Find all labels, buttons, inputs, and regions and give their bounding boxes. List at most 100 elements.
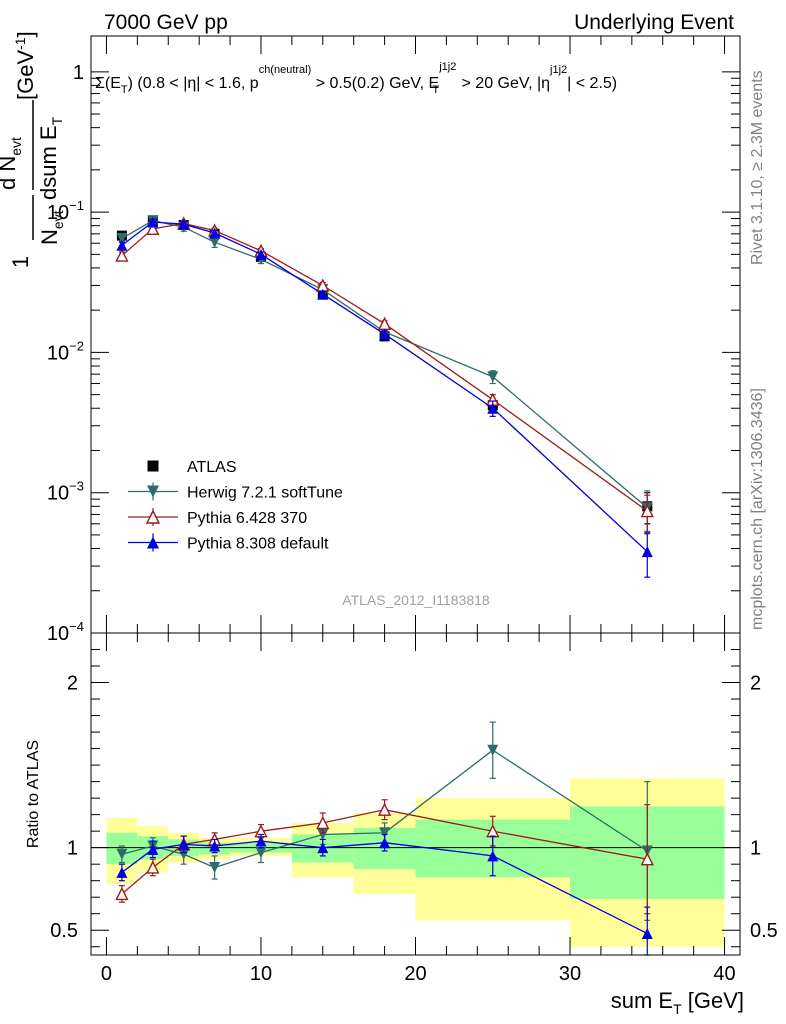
data-point-pythia8 (147, 843, 159, 855)
legend: ATLAS Herwig 7.2.1 softTune Pythia 6.428 3… (128, 459, 343, 553)
data-point-pythia8 (255, 248, 267, 260)
title-part-3: > 0.5(0.2) GeV, E (311, 75, 439, 92)
xlabel-unit: [GeV] (682, 988, 744, 1013)
xlabel-sub: T (673, 1001, 682, 1017)
main-ylabel: 1 Nevt d Nevt dsum ET [GeV-1] (0, 31, 66, 268)
legend-entry-herwig: Herwig 7.2.1 softTune (128, 482, 343, 502)
y-tick-label: 10−1 (47, 198, 84, 224)
ylabel-numerator: d Nevt (0, 137, 24, 190)
title-sup-3: j1j2 (438, 61, 456, 73)
data-point-pythia8 (317, 288, 329, 300)
legend-entry-atlas: ATLAS (147, 459, 237, 476)
ratio-panel: 0.5 0.51 12 20 10 20 30 40 Ratio to ATLAS sum E… (25, 632, 778, 1017)
title-sub-1: T (121, 84, 128, 96)
y-tick-label: 10−3 (47, 479, 84, 505)
y-tick-label-base: 10 (47, 342, 69, 364)
legend-marker-atlas (147, 460, 159, 472)
data-point-herwig (209, 236, 221, 248)
data-point-herwig (487, 371, 499, 383)
data-point-herwig (209, 861, 221, 873)
ratio-axis-ticks: 0.5 0.51 12 20 10 20 30 40 (50, 633, 778, 985)
legend-label-atlas: ATLAS (187, 459, 237, 476)
data-point-pythia6 (115, 248, 129, 262)
title-part-2: ) (0.8 < |η| < 1.6, p (128, 75, 259, 92)
main-marks (115, 215, 654, 578)
ylabel-unit: [GeV-1] (12, 31, 38, 100)
y-tick-label-base: 1 (73, 62, 84, 84)
ylabel-dnevt: d N (0, 156, 20, 190)
title-part-1: Σ(E (95, 75, 121, 92)
ylabel-unit-end: ] (13, 31, 38, 37)
legend-label-pythia6: Pythia 6.428 370 (187, 510, 307, 527)
data-point-pythia8 (178, 838, 190, 850)
ylabel-dsum: dsum ET (36, 116, 65, 200)
header-left: 7000 GeV pp (104, 11, 228, 34)
y-tick-label: 1 (73, 62, 84, 84)
y-tick-label-base: 10 (47, 623, 69, 645)
data-point-herwig (317, 828, 329, 840)
ylabel-nevt-sub: evt (50, 210, 66, 229)
title-part-5: | < 2.5) (567, 75, 617, 92)
data-point-pythia6 (146, 860, 160, 874)
main-title: Σ(ET) (0.8 < |η| < 1.6, pch(neutral) > 0… (95, 61, 617, 96)
y-tick-label-exponent: −4 (69, 619, 84, 634)
side-text-top: Rivet 3.1.10, ≥ 2.3M events (749, 70, 766, 265)
data-point-pythia6 (316, 815, 330, 830)
legend-label-herwig: Herwig 7.2.1 softTune (187, 485, 343, 502)
ylabel-unit-text: [GeV (13, 50, 38, 100)
data-point-pythia8 (487, 850, 499, 862)
ylabel-one: 1 (8, 256, 33, 268)
series-pythia8-ratio (116, 833, 653, 956)
y-tick-label: 10−2 (47, 338, 84, 364)
title-sup-5: j1j2 (549, 64, 567, 76)
x-axis-label: sum ET [GeV] (611, 988, 744, 1017)
data-point-pythia8 (641, 928, 653, 940)
y-tick-label-exponent: −1 (69, 198, 84, 213)
analysis-watermark: ATLAS_2012_I1183818 (342, 592, 490, 608)
xlabel-main: sum E (611, 988, 673, 1013)
ratio-y-tick-label-right: 2 (750, 673, 761, 695)
legend-entry-pythia6: Pythia 6.428 370 (128, 508, 307, 527)
legend-entry-pythia8: Pythia 8.308 default (128, 533, 329, 553)
ylabel-denominator: Nevt (37, 210, 66, 245)
ylabel-nevt: N (37, 229, 62, 245)
data-point-herwig (255, 847, 267, 859)
ratio-ylabel: Ratio to ATLAS (25, 740, 42, 848)
title-part-4: > 20 GeV, |η (457, 75, 550, 92)
legend-marker-pythia8 (147, 536, 159, 549)
header-right: Underlying Event (574, 11, 734, 34)
y-tick-label-base: 10 (47, 483, 69, 505)
title-sub-4: T (432, 84, 439, 96)
ylabel-unit-sup: -1 (12, 37, 28, 50)
data-point-pythia8 (116, 866, 128, 878)
data-point-pythia6 (146, 221, 160, 236)
legend-marker-herwig (147, 485, 159, 498)
data-point-herwig (116, 848, 128, 860)
ylabel-dnevt-sub: evt (8, 137, 24, 156)
title-sup-2: ch(neutral) (259, 64, 312, 76)
data-point-pythia6 (377, 802, 392, 816)
ratio-y-tick-label-right: 1 (750, 838, 761, 860)
data-point-herwig (487, 744, 499, 756)
side-text-bottom: mcplots.cern.ch [arXiv:1306.3436] (749, 388, 766, 630)
y-tick-label-exponent: −3 (69, 479, 84, 494)
series-pythia8-main (116, 216, 653, 578)
data-point-herwig (116, 232, 128, 244)
x-tick-label: 0 (101, 963, 112, 985)
y-tick-label-base: 10 (47, 202, 69, 224)
data-point-pythia8 (147, 216, 159, 228)
ratio-y-tick-label-left: 2 (67, 673, 78, 695)
ratio-y-tick-label-right: 0.5 (750, 920, 778, 942)
data-point-pythia6 (640, 503, 654, 518)
x-tick-label: 30 (559, 963, 581, 985)
legend-label-pythia8: Pythia 8.308 default (187, 536, 329, 553)
data-point-pythia8 (209, 227, 221, 239)
x-tick-label: 40 (713, 963, 735, 985)
data-point-pythia6 (115, 886, 129, 901)
data-point-pythia8 (209, 840, 221, 852)
data-point-pythia8 (116, 239, 128, 251)
y-tick-label-exponent: −2 (69, 338, 84, 353)
data-point-pythia8 (379, 328, 391, 340)
data-point-pythia8 (487, 402, 499, 414)
